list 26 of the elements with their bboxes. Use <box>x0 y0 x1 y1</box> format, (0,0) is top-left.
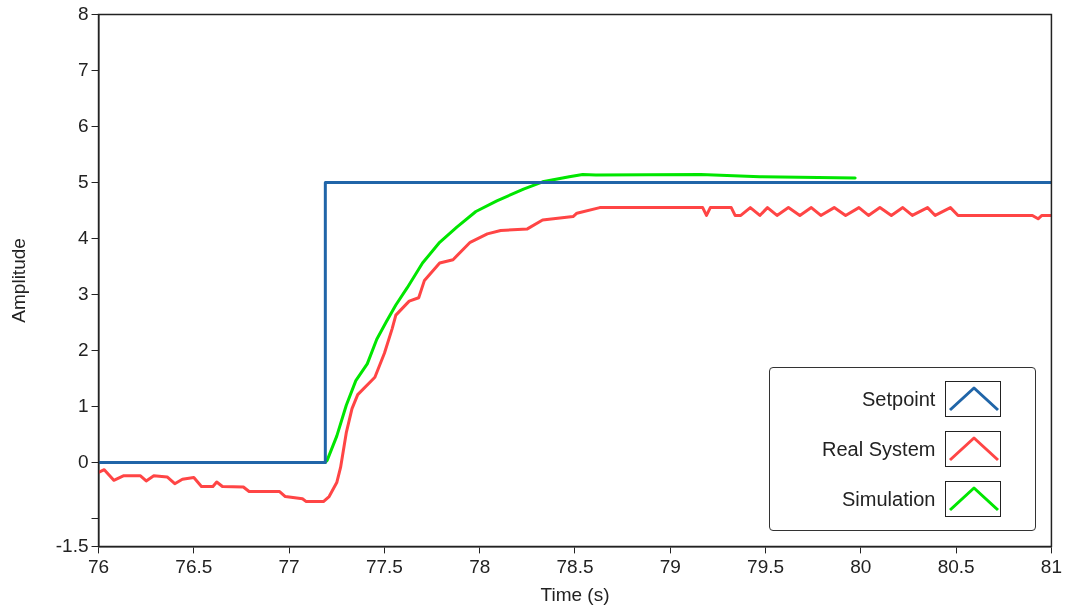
y-tick-label: 2 <box>77 338 89 360</box>
y-tick-label: 1 <box>77 394 89 416</box>
x-tick-label: 79.5 <box>747 556 785 578</box>
x-tick-label: 78 <box>469 556 491 578</box>
legend-label: Simulation <box>842 487 936 511</box>
y-tick-label: -1.5 <box>55 534 89 556</box>
legend-label: Real System <box>822 437 936 461</box>
y-tick-label: 3 <box>77 282 89 304</box>
y-tick-label: 4 <box>77 226 89 248</box>
x-tick-label: 76.5 <box>175 556 213 578</box>
y-axis-title: Amplitude <box>7 238 29 323</box>
y-tick-label: 5 <box>77 170 89 192</box>
legend-label: Setpoint <box>862 387 936 411</box>
x-tick-label: 76 <box>87 556 110 578</box>
x-axis-title: Time (s) <box>540 583 610 605</box>
x-tick-label: 77 <box>278 556 300 578</box>
x-tick-label: 80.5 <box>937 556 975 578</box>
y-tick-label: 8 <box>77 2 89 24</box>
y-tick-label: 6 <box>77 114 89 136</box>
x-tick-label: 77.5 <box>365 556 403 578</box>
x-tick-label: 80 <box>850 556 872 578</box>
x-tick-label: 81 <box>1040 556 1062 578</box>
y-tick-label: 0 <box>77 450 89 472</box>
y-tick-label: 7 <box>77 58 89 80</box>
x-tick-label: 79 <box>659 556 681 578</box>
x-tick-label: 78.5 <box>556 556 594 578</box>
